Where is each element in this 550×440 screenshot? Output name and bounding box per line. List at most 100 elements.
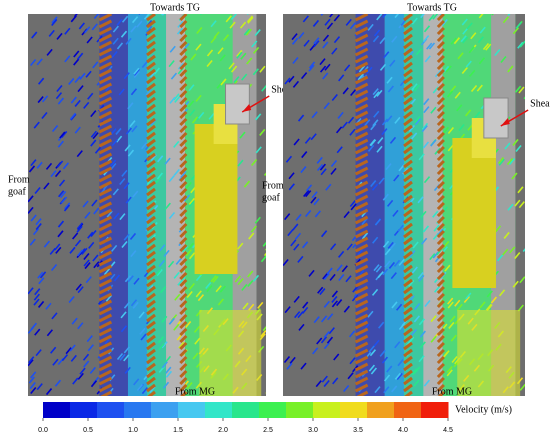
- velocity-vector: [34, 288, 41, 296]
- rope: [403, 306, 413, 316]
- velocity-vector: [498, 289, 506, 297]
- velocity-vector: [187, 242, 194, 250]
- velocity-vector: [30, 58, 37, 66]
- velocity-vector: [220, 78, 227, 86]
- rope: [179, 376, 188, 386]
- velocity-vector: [38, 277, 45, 285]
- velocity-vector: [422, 141, 430, 149]
- rope: [403, 89, 413, 99]
- rope: [436, 243, 445, 253]
- velocity-vector: [393, 174, 400, 182]
- rope: [146, 96, 156, 106]
- velocity-vector: [515, 85, 522, 93]
- velocity-vector: [457, 52, 464, 60]
- velocity-vector: [123, 346, 130, 354]
- rope: [179, 166, 188, 176]
- rope: [436, 68, 445, 78]
- rope: [98, 180, 113, 190]
- rope: [354, 159, 369, 169]
- velocity-vector: [502, 16, 510, 24]
- velocity-vector: [123, 72, 130, 80]
- velocity-vector: [300, 362, 307, 370]
- rope: [436, 313, 445, 323]
- velocity-vector: [478, 14, 484, 19]
- shearer-body: [225, 83, 250, 125]
- velocity-vector: [305, 209, 312, 218]
- rope: [354, 89, 369, 99]
- velocity-vector: [57, 220, 65, 228]
- velocity-vector: [237, 242, 244, 250]
- velocity-vector: [61, 354, 69, 362]
- velocity-vector: [414, 116, 421, 124]
- velocity-vector: [372, 236, 379, 244]
- velocity-vector: [461, 18, 468, 26]
- rope: [179, 229, 188, 239]
- velocity-vector: [514, 199, 521, 207]
- rope: [403, 173, 413, 183]
- velocity-vector: [423, 106, 430, 114]
- velocity-vector: [408, 124, 415, 133]
- rope: [403, 187, 413, 197]
- velocity-vector: [389, 59, 396, 67]
- velocity-vector: [336, 264, 343, 272]
- velocity-vector: [298, 31, 305, 40]
- velocity-vector: [331, 290, 338, 298]
- velocity-vector: [113, 274, 121, 282]
- velocity-vector: [432, 86, 439, 94]
- rope: [403, 124, 413, 134]
- velocity-vector: [157, 155, 164, 163]
- velocity-vector: [367, 144, 375, 152]
- velocity-vector: [423, 25, 431, 33]
- velocity-vector: [156, 172, 163, 180]
- velocity-vector: [195, 290, 202, 298]
- colorbar-tick-label: 0.5: [83, 427, 93, 434]
- velocity-vector: [45, 388, 53, 396]
- velocity-vector: [466, 22, 473, 30]
- velocity-vector: [185, 320, 192, 329]
- velocity-vector: [206, 59, 213, 67]
- velocity-vector: [443, 350, 450, 358]
- velocity-vector: [61, 130, 68, 138]
- velocity-vector: [129, 232, 137, 240]
- velocity-vector: [33, 298, 40, 306]
- velocity-vector: [247, 280, 254, 288]
- rope: [403, 243, 413, 253]
- velocity-vector: [333, 14, 340, 22]
- colorbar-tick-label: 4.0: [398, 427, 408, 434]
- velocity-vector: [133, 70, 140, 78]
- side-label: goaf: [8, 186, 26, 197]
- velocity-vector: [76, 222, 83, 230]
- velocity-vector: [305, 184, 313, 192]
- velocity-vector: [409, 250, 416, 258]
- velocity-vector: [121, 240, 128, 248]
- rope: [354, 19, 369, 29]
- velocity-vector: [297, 255, 304, 263]
- velocity-vector: [74, 239, 82, 247]
- rope: [403, 110, 413, 120]
- rope: [436, 355, 445, 365]
- velocity-vector: [237, 159, 244, 167]
- rope: [98, 68, 113, 78]
- velocity-vector: [28, 356, 35, 364]
- velocity-vector: [458, 124, 465, 132]
- rope: [436, 103, 445, 113]
- velocity-vector: [186, 382, 193, 390]
- velocity-vector: [50, 170, 57, 178]
- rope: [436, 215, 445, 225]
- rope: [403, 362, 413, 372]
- rope: [436, 334, 445, 344]
- velocity-vector: [79, 72, 86, 80]
- rope: [354, 33, 369, 43]
- velocity-vector: [319, 65, 327, 73]
- velocity-vector: [112, 37, 119, 45]
- velocity-vector: [382, 268, 389, 276]
- colorbar-tick-label: 1.5: [173, 427, 183, 434]
- velocity-vector: [446, 365, 453, 374]
- rope: [98, 166, 113, 176]
- yellow-zone: [199, 310, 262, 396]
- velocity-vector: [79, 367, 86, 375]
- rope: [354, 250, 369, 260]
- velocity-vector: [352, 285, 359, 293]
- velocity-vector: [140, 333, 147, 341]
- velocity-vector: [119, 353, 126, 361]
